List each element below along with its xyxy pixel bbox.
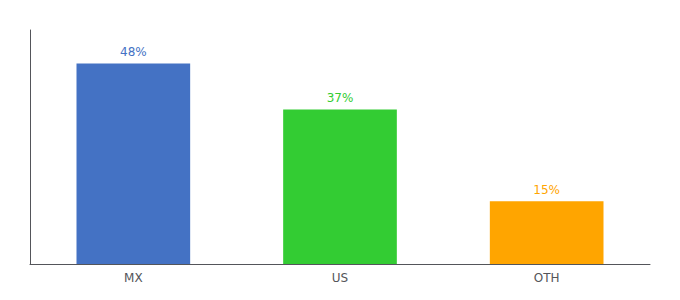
svg-text:OTH: OTH [534,271,560,285]
svg-text:US: US [332,271,348,285]
svg-text:37%: 37% [327,91,354,105]
svg-text:48%: 48% [120,45,147,59]
svg-text:15%: 15% [533,183,560,197]
svg-text:MX: MX [124,271,143,285]
